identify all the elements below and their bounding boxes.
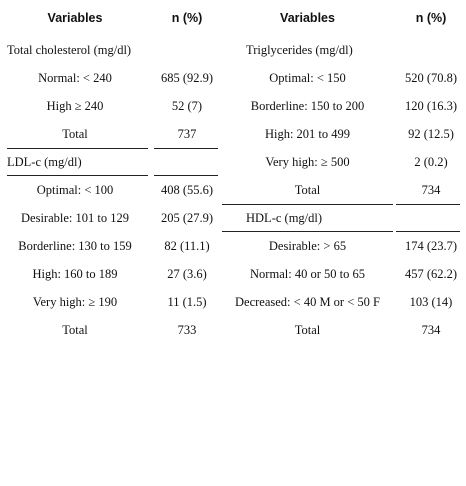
header-n-percent: n (%) <box>171 11 203 25</box>
row-label: Normal: 40 or 50 to 65 <box>250 267 365 281</box>
row-value: 27 (3.6) <box>167 267 207 281</box>
row-value <box>396 36 466 64</box>
row-value: 92 (12.5) <box>408 127 454 141</box>
header-variables: Variables <box>47 11 103 25</box>
table-row: Normal: < 240 685 (92.9) <box>0 64 220 92</box>
table-row: Total 734 <box>220 316 466 344</box>
row-value: 11 (1.5) <box>167 295 207 309</box>
row-value: 52 (7) <box>171 99 203 113</box>
row-value: 685 (92.9) <box>160 71 214 85</box>
row-label: Very high: ≥ 190 <box>32 295 118 309</box>
row-value: 733 <box>177 323 197 337</box>
table-row: Very high: ≥ 190 11 (1.5) <box>0 288 220 316</box>
table-row: Desirable: > 65 174 (23.7) <box>220 232 466 260</box>
left-table: Variables n (%) Total cholesterol (mg/dl… <box>0 0 220 344</box>
row-value: 457 (62.2) <box>404 267 458 281</box>
row-label: Triglycerides (mg/dl) <box>246 43 353 57</box>
table-row: Borderline: 130 to 159 82 (11.1) <box>0 232 220 260</box>
table-row: High: 201 to 499 92 (12.5) <box>220 120 466 148</box>
row-label: Normal: < 240 <box>38 71 112 85</box>
rule-line <box>222 204 393 205</box>
row-label: Desirable: 101 to 129 <box>21 211 129 225</box>
row-label: Total <box>294 323 321 337</box>
row-value <box>154 148 220 176</box>
row-label: Borderline: 150 to 200 <box>250 99 365 113</box>
row-value: 734 <box>421 323 441 337</box>
row-value: 2 (0.2) <box>414 155 448 169</box>
table-row: Normal: 40 or 50 to 65 457 (62.2) <box>220 260 466 288</box>
row-label: Very high: ≥ 500 <box>265 155 350 169</box>
row-value: 737 <box>177 127 197 141</box>
row-label: HDL-c (mg/dl) <box>246 211 323 225</box>
section-ldl-c: LDL-c (mg/dl) <box>0 148 220 176</box>
row-value: 174 (23.7) <box>404 239 458 253</box>
row-label: High ≥ 240 <box>46 99 104 113</box>
rule-line <box>154 175 218 176</box>
row-label: Total <box>294 183 321 197</box>
table-row: Desirable: 101 to 129 205 (27.9) <box>0 204 220 232</box>
table-row: Optimal: < 100 408 (55.6) <box>0 176 220 204</box>
header-variables: Variables <box>280 11 335 25</box>
row-label: Total cholesterol (mg/dl) <box>7 43 132 57</box>
right-table: Variables n (%) Triglycerides (mg/dl) Op… <box>220 0 466 344</box>
row-label: High: 201 to 499 <box>264 127 351 141</box>
table-row: Total 734 <box>220 176 466 204</box>
table-row: Optimal: < 150 520 (70.8) <box>220 64 466 92</box>
section-total-cholesterol: Total cholesterol (mg/dl) <box>0 36 220 64</box>
row-value: 103 (14) <box>409 295 453 309</box>
table-row: Total 737 <box>0 120 220 148</box>
rule-line <box>7 175 148 176</box>
row-value <box>154 36 220 64</box>
header-row: Variables n (%) <box>220 0 466 36</box>
row-label: High: 160 to 189 <box>32 267 118 281</box>
row-value: 520 (70.8) <box>404 71 458 85</box>
row-value: 205 (27.9) <box>160 211 214 225</box>
row-label: Desirable: > 65 <box>268 239 347 253</box>
row-value: 408 (55.6) <box>160 183 214 197</box>
rule-line <box>7 148 148 149</box>
row-label: Optimal: < 100 <box>36 183 114 197</box>
rule-line <box>222 231 393 232</box>
row-value <box>396 204 466 232</box>
table-row: Decreased: < 40 M or < 50 F 103 (14) <box>220 288 466 316</box>
row-label: Optimal: < 150 <box>269 71 346 85</box>
table-row: Total 733 <box>0 316 220 344</box>
table-row: High ≥ 240 52 (7) <box>0 92 220 120</box>
table-row: High: 160 to 189 27 (3.6) <box>0 260 220 288</box>
section-hdl-c: HDL-c (mg/dl) <box>220 204 466 232</box>
rule-line <box>154 148 218 149</box>
table-row: Borderline: 150 to 200 120 (16.3) <box>220 92 466 120</box>
rule-line <box>396 204 460 205</box>
row-value: 734 <box>421 183 441 197</box>
row-value: 82 (11.1) <box>164 239 210 253</box>
rule-line <box>396 231 460 232</box>
row-label: Total <box>62 323 88 337</box>
row-label: LDL-c (mg/dl) <box>7 155 82 169</box>
row-label: Borderline: 130 to 159 <box>18 239 132 253</box>
row-value: 120 (16.3) <box>404 99 458 113</box>
table-row: Very high: ≥ 500 2 (0.2) <box>220 148 466 176</box>
row-label: Decreased: < 40 M or < 50 F <box>235 295 380 309</box>
row-label: Total <box>62 127 88 141</box>
header-n-percent: n (%) <box>415 11 447 25</box>
section-triglycerides: Triglycerides (mg/dl) <box>220 36 466 64</box>
header-row: Variables n (%) <box>0 0 220 36</box>
